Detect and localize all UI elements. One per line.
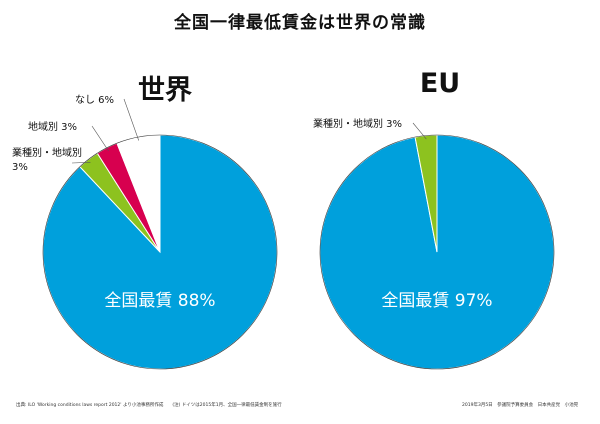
leader-line <box>91 125 109 152</box>
chart-title-world: 世界 <box>138 75 192 106</box>
slice-label: 全国最賃 88% <box>104 291 215 311</box>
pie-1: 全国最賃 97% 業種別・地域別 3% <box>313 117 555 370</box>
leader-line <box>71 162 91 164</box>
leader-line <box>412 122 427 140</box>
slice-label: 業種別・地域別 3% <box>313 117 402 130</box>
pie-outline <box>319 134 555 370</box>
page-title: 全国一律最低賃金は世界の常識 <box>174 13 426 33</box>
slice-label: 3% <box>12 162 28 173</box>
credit-note: 2019年3月5日 参議院予算委員会 日本共産党 小池晃 <box>462 403 579 408</box>
slice-label: なし 6% <box>75 94 114 106</box>
slice-label: 業種別・地域別 <box>12 146 82 159</box>
slice-label: 地域別 3% <box>28 120 77 133</box>
slice-label: 全国最賃 97% <box>381 291 492 311</box>
leader-line <box>123 98 140 141</box>
pie-0: 全国最賃 88% 業種別・地域別 3% 地域別 3% なし 6% <box>12 94 278 370</box>
chart-title-eu: EU <box>419 68 461 99</box>
source-note: 出典: ILO 'Working conditions laws report … <box>16 403 282 408</box>
pie-outline <box>42 134 278 370</box>
